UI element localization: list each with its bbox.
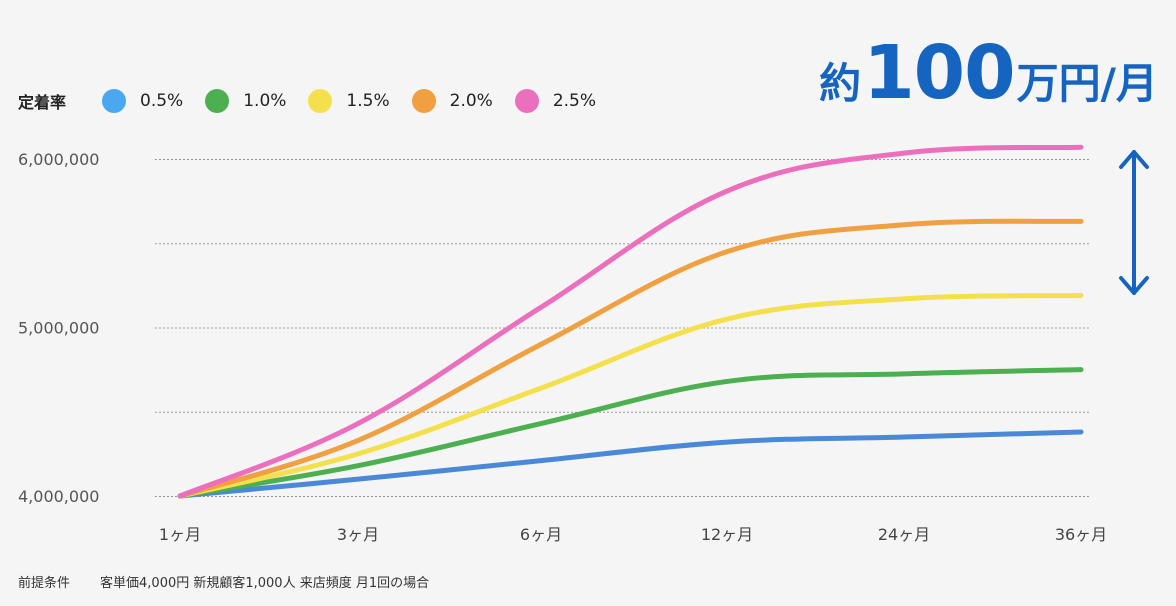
x-tick-label: 1ヶ月 xyxy=(159,525,201,544)
legend-label: 2.5% xyxy=(552,91,597,111)
legend-dot xyxy=(102,89,127,113)
legend-label: 1.5% xyxy=(346,91,390,111)
series-line-0.5% xyxy=(177,429,1084,499)
annotation-value: 100 xyxy=(863,30,1015,116)
x-tick-label: 3ヶ月 xyxy=(337,525,379,544)
legend-item-1.5: 1.5% xyxy=(308,89,390,113)
legend-item-1.0: 1.0% xyxy=(205,89,286,113)
legend-dot xyxy=(308,89,333,113)
annotation-unit: 万円/月 xyxy=(1016,59,1158,108)
y-tick-label: 5,000,000 xyxy=(18,319,99,338)
legend-title: 定着率 xyxy=(18,93,67,112)
footnote-label: 前提条件 xyxy=(18,576,71,591)
y-tick-label: 4,000,000 xyxy=(18,487,99,506)
arrow-head-up-icon xyxy=(1119,150,1149,169)
legend-label: 1.0% xyxy=(243,91,287,111)
x-tick-label: 6ヶ月 xyxy=(520,525,562,544)
legend-label: 2.0% xyxy=(449,91,493,111)
x-tick-label: 36ヶ月 xyxy=(1055,525,1107,544)
x-tick-label: 12ヶ月 xyxy=(701,525,753,544)
series-line-2.5% xyxy=(177,144,1084,499)
legend-item-2.5: 2.5% xyxy=(514,89,597,113)
legend-item-2.0: 2.0% xyxy=(411,89,493,113)
series-line-1.5% xyxy=(177,292,1084,499)
series-line-2.0% xyxy=(177,218,1084,499)
chart-legend: 定着率 0.5% 1.0% 1.5% 2.0% 2.5% xyxy=(18,86,618,116)
arrow-head-down-icon xyxy=(1119,276,1149,295)
legend-dot xyxy=(411,89,436,113)
annotation-prefix: 約 xyxy=(819,59,862,108)
y-tick-label: 6,000,000 xyxy=(18,150,99,169)
x-tick-label: 24ヶ月 xyxy=(878,525,930,544)
legend-label: 0.5% xyxy=(140,91,184,111)
footnote: 前提条件 客単価4,000円 新規顧客1,000人 来店頻度 月1回の場合 xyxy=(18,572,429,591)
footnote-text: 客単価4,000円 新規顧客1,000人 来店頻度 月1回の場合 xyxy=(100,576,430,591)
legend-dot xyxy=(205,89,230,113)
legend-dot xyxy=(514,89,539,113)
difference-annotation: 約 100 万円/月 xyxy=(819,30,1158,116)
legend-item-0.5: 0.5% xyxy=(102,89,183,113)
series-line-1.0% xyxy=(177,367,1084,499)
